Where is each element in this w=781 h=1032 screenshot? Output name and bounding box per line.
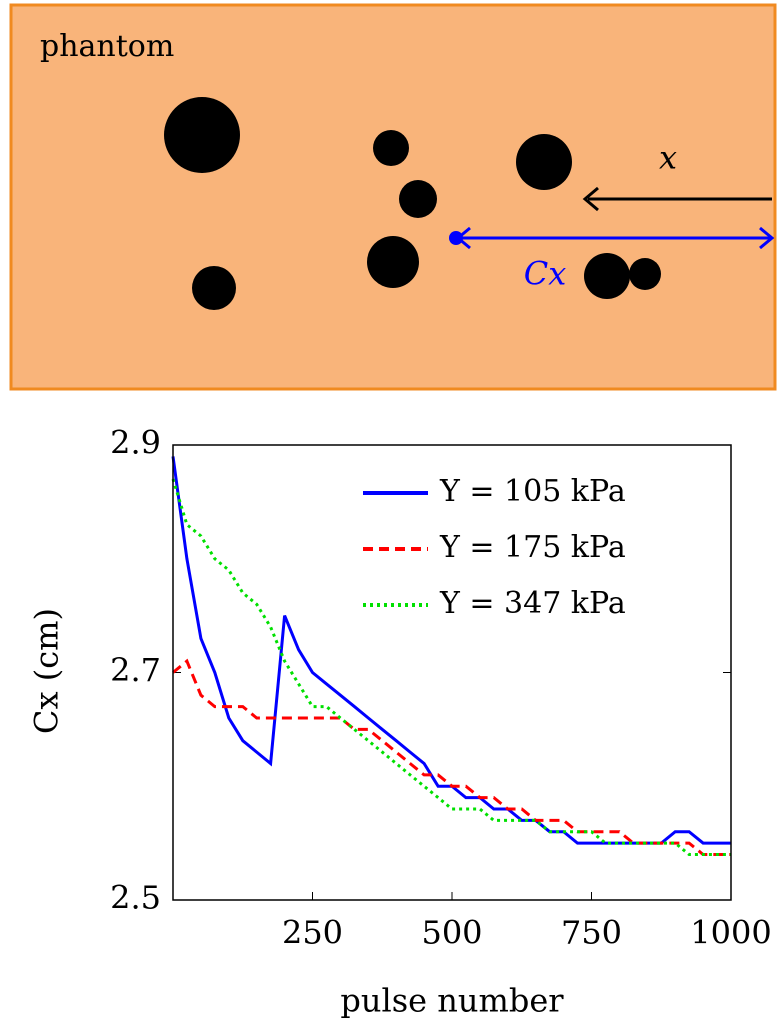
y-tick-label: 2.7 <box>110 651 161 689</box>
y-tick-label: 2.5 <box>110 879 161 917</box>
chart: Cx (cm) pulse number 2.5 2.7 2.9 250 500 750 1… <box>28 424 772 1020</box>
phantom-box <box>9 3 777 391</box>
legend-label: Y = 347 kPa <box>439 586 626 621</box>
data-line <box>171 478 731 856</box>
y-axis-label: Cx (cm) <box>28 608 66 734</box>
legend-label: Y = 105 kPa <box>439 474 626 509</box>
x-tick-label: 500 <box>421 914 482 952</box>
legend-label: Y = 175 kPa <box>439 530 626 565</box>
x-tick-label: 1000 <box>690 914 771 952</box>
data-line <box>172 658 731 856</box>
phantom-label: phantom <box>40 29 174 64</box>
y-tick-label: 2.9 <box>110 424 161 462</box>
plot-frame <box>172 444 732 901</box>
x-tick-label: 250 <box>282 914 343 952</box>
cx-arrowhead <box>759 226 775 250</box>
cx-arrowhead <box>455 226 471 250</box>
cx-label: Cx <box>524 255 567 293</box>
phantom-diagram: phantom x Cx <box>9 3 777 391</box>
inclusions <box>164 97 661 310</box>
x-axis-label: pulse number <box>340 982 564 1020</box>
x-tick-label: 750 <box>561 914 622 952</box>
x-label: x <box>659 139 677 177</box>
x-arrowhead <box>582 186 599 212</box>
